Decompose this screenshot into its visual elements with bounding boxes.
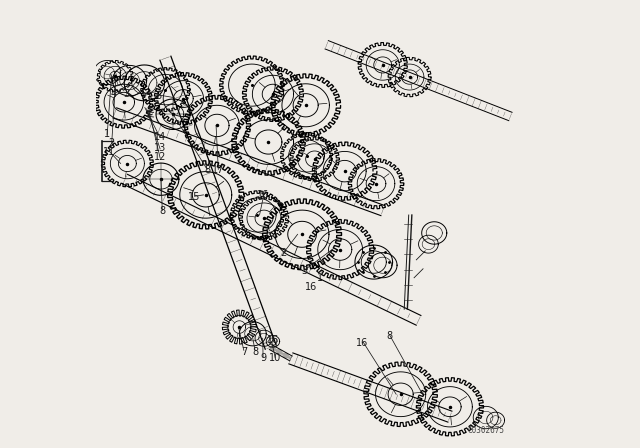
Text: C0302675: C0302675 bbox=[467, 426, 504, 435]
Text: 9: 9 bbox=[260, 353, 266, 363]
Text: 5: 5 bbox=[140, 89, 146, 99]
Text: 10: 10 bbox=[269, 353, 282, 363]
Text: 8: 8 bbox=[387, 331, 392, 341]
Text: 2: 2 bbox=[109, 138, 115, 148]
Text: 4: 4 bbox=[111, 89, 117, 99]
Text: 6: 6 bbox=[156, 91, 162, 101]
Text: 16: 16 bbox=[356, 338, 369, 348]
Text: 12: 12 bbox=[154, 152, 166, 162]
Text: 2: 2 bbox=[280, 248, 286, 258]
Text: 14: 14 bbox=[154, 132, 166, 142]
Text: 15: 15 bbox=[188, 192, 201, 202]
Text: 3: 3 bbox=[124, 89, 129, 99]
Text: 17: 17 bbox=[212, 165, 225, 175]
Text: 13: 13 bbox=[154, 143, 166, 153]
Text: 3: 3 bbox=[301, 266, 307, 276]
Text: 16: 16 bbox=[257, 190, 269, 200]
Text: 7: 7 bbox=[241, 347, 247, 357]
Text: 1: 1 bbox=[317, 273, 323, 283]
Text: 8: 8 bbox=[159, 206, 165, 215]
Text: 11: 11 bbox=[103, 147, 116, 157]
Text: 8: 8 bbox=[204, 165, 210, 175]
Text: 1: 1 bbox=[104, 129, 110, 139]
Text: 16: 16 bbox=[267, 336, 279, 345]
Text: 8: 8 bbox=[252, 347, 258, 357]
Text: 16: 16 bbox=[305, 282, 317, 292]
